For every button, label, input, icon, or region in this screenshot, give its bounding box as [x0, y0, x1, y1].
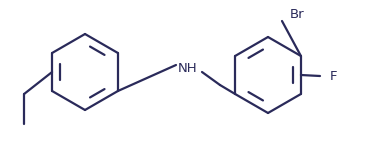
Text: Br: Br: [290, 9, 305, 21]
Text: NH: NH: [178, 61, 198, 75]
Text: F: F: [330, 69, 337, 82]
